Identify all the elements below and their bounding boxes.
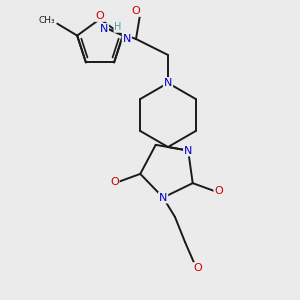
Text: N: N — [184, 146, 192, 155]
Text: N: N — [164, 78, 172, 88]
Text: O: O — [194, 263, 202, 273]
Text: O: O — [132, 6, 140, 16]
Text: O: O — [214, 186, 223, 196]
Text: CH₃: CH₃ — [39, 16, 56, 25]
Text: N: N — [123, 34, 131, 44]
Text: O: O — [110, 177, 118, 187]
Text: H: H — [114, 22, 122, 32]
Text: O: O — [96, 11, 104, 21]
Text: N: N — [159, 193, 167, 202]
Text: N: N — [100, 24, 108, 34]
